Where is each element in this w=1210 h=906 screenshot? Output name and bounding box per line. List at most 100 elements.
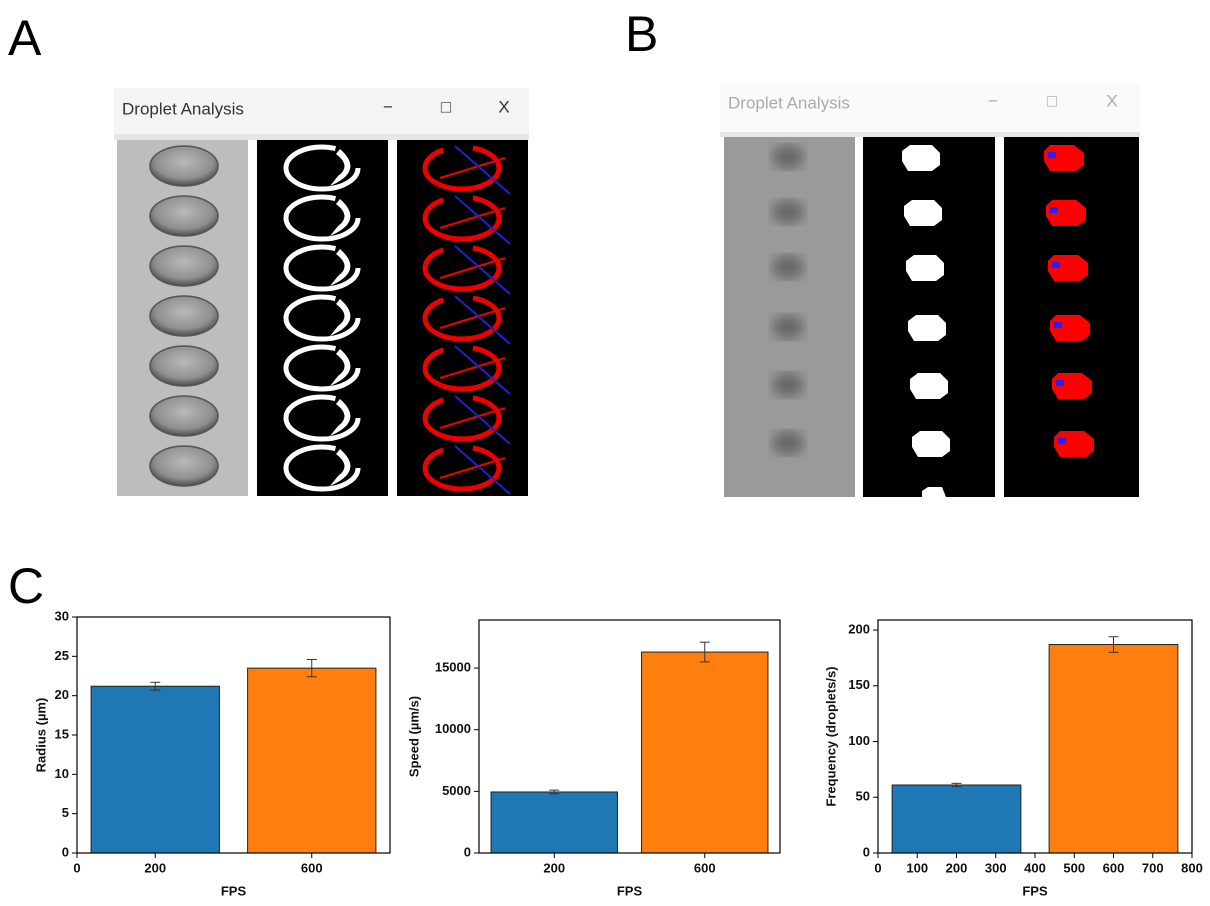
droplet-crescent xyxy=(330,249,351,286)
droplet-images xyxy=(772,145,1094,497)
y-tick-label: 5 xyxy=(62,805,69,820)
bar xyxy=(490,791,618,854)
minimize-button[interactable]: − xyxy=(383,97,393,116)
droplet xyxy=(149,395,219,437)
droplet-mask xyxy=(906,255,944,281)
x-tick-label: 800 xyxy=(1181,860,1203,875)
droplet-mask-red xyxy=(1050,315,1090,341)
droplet-crescent xyxy=(330,199,351,236)
y-tick-label: 10 xyxy=(55,766,69,781)
y-tick-label: 30 xyxy=(55,608,69,623)
axis-line xyxy=(454,195,511,245)
centroid xyxy=(1052,262,1060,268)
x-tick-label: 200 xyxy=(946,860,968,875)
y-tick-label: 5000 xyxy=(442,783,471,798)
axis-line xyxy=(454,445,511,495)
droplet-crescent xyxy=(330,449,351,486)
droplet-outline xyxy=(283,144,361,192)
bar xyxy=(891,784,1022,854)
droplet xyxy=(149,295,219,337)
droplet-crescent xyxy=(330,149,351,186)
droplet-outline xyxy=(283,444,361,492)
panel-label: A xyxy=(8,10,42,66)
x-tick-label: 600 xyxy=(694,860,716,875)
axis-line xyxy=(454,345,511,395)
bar xyxy=(641,651,769,854)
x-tick-label: 400 xyxy=(1024,860,1046,875)
droplet-outline xyxy=(283,344,361,392)
x-axis-label: FPS xyxy=(221,883,247,898)
y-tick-label: 50 xyxy=(856,789,870,804)
x-tick-label: 600 xyxy=(301,860,323,875)
axis-line xyxy=(454,245,511,295)
window-title: Droplet Analysis xyxy=(122,99,244,118)
centroid xyxy=(1050,207,1058,213)
minimize-button[interactable]: − xyxy=(988,91,998,110)
y-tick-label: 20 xyxy=(55,687,69,702)
fit-line xyxy=(439,257,506,279)
droplet xyxy=(149,445,219,487)
close-button[interactable]: X xyxy=(498,97,509,116)
fit-line xyxy=(439,407,506,429)
fit-line xyxy=(439,457,506,479)
x-tick-label: 200 xyxy=(543,860,565,875)
droplet-outline xyxy=(283,194,361,242)
x-tick-label: 300 xyxy=(985,860,1007,875)
window-title: Droplet Analysis xyxy=(728,93,850,112)
plot-frame xyxy=(478,619,781,854)
droplet-mask xyxy=(910,373,948,399)
droplet-mask-red xyxy=(1044,145,1084,171)
droplet-crescent xyxy=(330,299,351,336)
droplet xyxy=(149,145,219,187)
axis-line xyxy=(454,295,511,345)
bar xyxy=(247,667,377,854)
x-tick-label: 100 xyxy=(906,860,928,875)
y-tick-label: 15000 xyxy=(435,660,471,675)
axis-line xyxy=(454,145,511,195)
fit-line xyxy=(439,157,506,179)
droplet-mask-red xyxy=(1052,373,1092,399)
droplet xyxy=(149,245,219,287)
x-tick-label: 0 xyxy=(874,860,881,875)
droplet xyxy=(772,200,804,224)
panel-label: C xyxy=(8,558,44,614)
droplet xyxy=(772,431,804,455)
y-tick-label: 0 xyxy=(62,844,69,859)
divider xyxy=(720,132,1140,137)
centroid xyxy=(1048,152,1056,158)
droplet-outline xyxy=(283,294,361,342)
x-tick-label: 600 xyxy=(1103,860,1125,875)
divider xyxy=(114,134,529,140)
droplet xyxy=(772,373,804,397)
maximize-button[interactable]: □ xyxy=(441,97,451,116)
droplet xyxy=(772,315,804,339)
x-axis-label: FPS xyxy=(1022,883,1048,898)
centroid xyxy=(1058,438,1066,444)
droplet-contour xyxy=(422,444,502,492)
fit-line xyxy=(439,357,506,379)
fit-line xyxy=(439,207,506,229)
panel-label: B xyxy=(625,6,658,62)
droplet xyxy=(772,145,804,169)
droplet-contour xyxy=(422,244,502,292)
droplet-crescent xyxy=(330,399,351,436)
x-axis-label: FPS xyxy=(617,883,643,898)
title-bar xyxy=(720,84,1140,132)
y-tick-label: 25 xyxy=(55,648,69,663)
droplet-mask-red xyxy=(1046,200,1086,226)
droplet-contour xyxy=(422,344,502,392)
x-tick-label: 200 xyxy=(144,860,166,875)
droplet-images xyxy=(149,144,511,495)
centroid xyxy=(1056,380,1064,386)
droplet xyxy=(149,195,219,237)
binary-image xyxy=(257,140,388,496)
close-button[interactable]: X xyxy=(1106,91,1117,110)
droplet xyxy=(149,345,219,387)
y-axis-label: Radius (µm) xyxy=(33,698,48,773)
centroid xyxy=(1054,322,1062,328)
maximize-button[interactable]: □ xyxy=(1047,91,1057,110)
y-tick-label: 0 xyxy=(863,844,870,859)
droplet-mask xyxy=(912,431,950,457)
y-axis-label: Speed (µm/s) xyxy=(406,696,421,777)
